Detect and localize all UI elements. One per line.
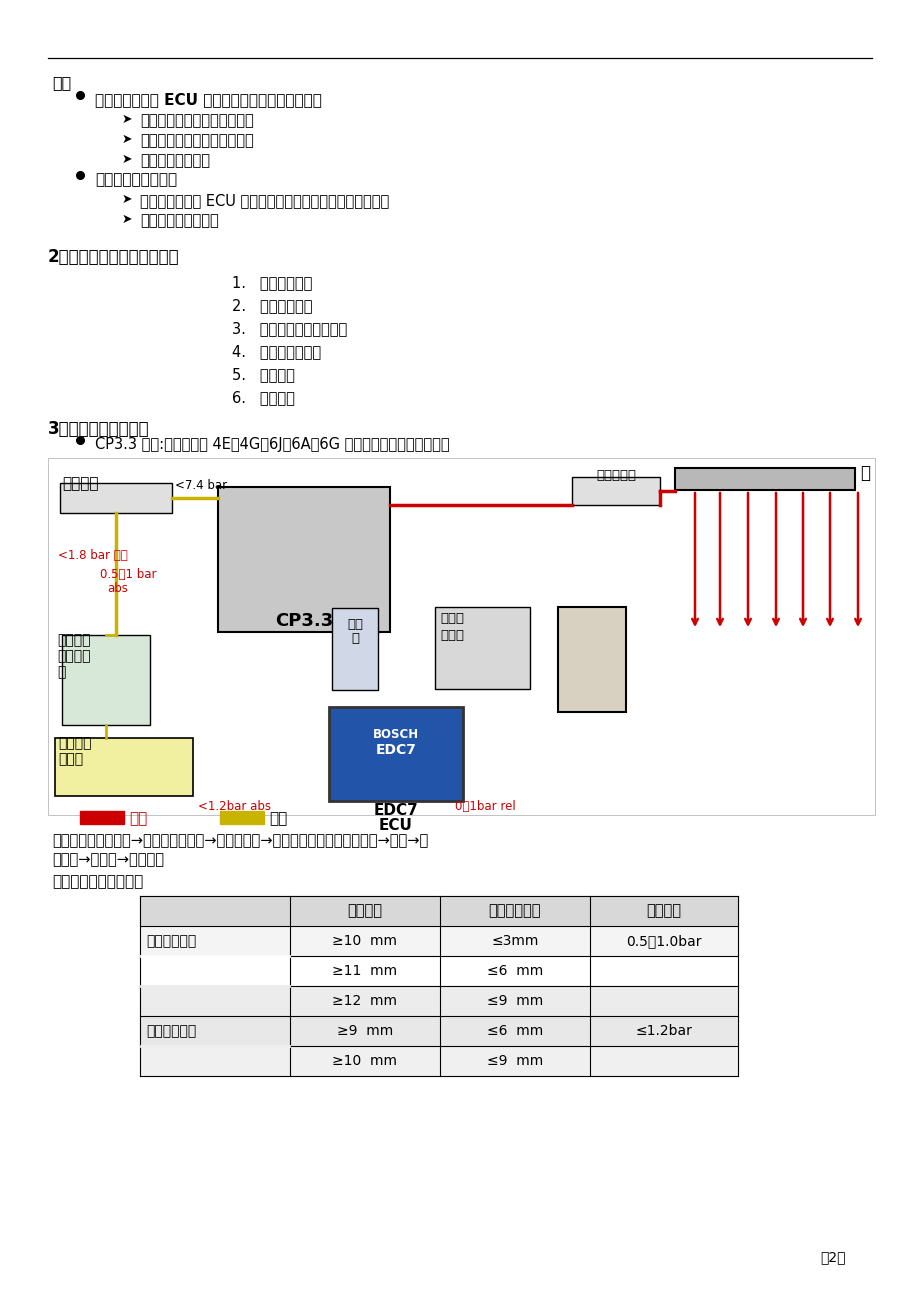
- Bar: [60, 483, 172, 513]
- Text: 5.   冒烟极限: 5. 冒烟极限: [232, 367, 295, 381]
- Text: 共轨压力可以由 ECU 发出的共轨压力指令由高压供油泵控制: 共轨压力可以由 ECU 发出的共轨压力指令由高压供油泵控制: [140, 193, 389, 208]
- Text: 4.   热保护控制策略: 4. 热保护控制策略: [232, 344, 321, 359]
- Bar: [332, 608, 378, 690]
- Text: 2.   怠速控制策略: 2. 怠速控制策略: [232, 298, 312, 312]
- Bar: [435, 607, 529, 689]
- Bar: [572, 477, 659, 505]
- Text: 喷油量由指令脉冲的宽度控制: 喷油量由指令脉冲的宽度控制: [140, 133, 254, 148]
- Text: abs: abs: [107, 582, 128, 595]
- Text: <1.2bar abs: <1.2bar abs: [198, 799, 271, 812]
- Bar: [218, 487, 390, 631]
- Bar: [140, 956, 737, 986]
- Text: EDC7: EDC7: [373, 803, 418, 818]
- Text: ≤3mm: ≤3mm: [491, 934, 539, 948]
- Text: 高压: 高压: [129, 811, 147, 825]
- Text: CP3.3: CP3.3: [275, 612, 333, 630]
- Text: 燃油箱进回管: 燃油箱进回管: [146, 1023, 196, 1038]
- Text: 6.   燃油预喷: 6. 燃油预喷: [232, 391, 295, 405]
- Bar: [48, 458, 874, 815]
- Text: EDC7: EDC7: [375, 743, 416, 756]
- Text: 第2页: 第2页: [819, 1250, 845, 1264]
- Text: ➤: ➤: [122, 154, 132, 165]
- Text: 0～1bar rel: 0～1bar rel: [455, 799, 516, 812]
- Text: 压油泵→共轨管→喷油器。: 压油泵→共轨管→喷油器。: [52, 852, 164, 867]
- Text: 共轨压力是闭环控制: 共轨压力是闭环控制: [140, 214, 219, 228]
- Text: 器的预滤: 器的预滤: [57, 648, 90, 663]
- Text: 器: 器: [57, 665, 65, 680]
- Bar: [140, 896, 737, 926]
- Text: ≥11  mm: ≥11 mm: [332, 963, 397, 978]
- Text: ≥12  mm: ≥12 mm: [332, 993, 397, 1008]
- Text: 轨压传感器: 轨压传感器: [596, 469, 635, 482]
- Text: 3.   油门油量标定及其实现: 3. 油门油量标定及其实现: [232, 322, 346, 336]
- Text: ≤6  mm: ≤6 mm: [486, 963, 542, 978]
- Text: 允许压力: 允许压力: [646, 904, 681, 918]
- Text: 3、油路走向原理图：: 3、油路走向原理图：: [48, 421, 150, 437]
- Text: 喷油始点由指令脉冲起点控制: 喷油始点由指令脉冲起点控制: [140, 113, 254, 128]
- Text: 主滤清器: 主滤清器: [62, 477, 98, 491]
- Text: ≥10  mm: ≥10 mm: [332, 934, 397, 948]
- Text: 传感: 传感: [346, 618, 363, 631]
- Bar: [140, 1016, 737, 1046]
- Text: ≥10  mm: ≥10 mm: [332, 1055, 397, 1068]
- Text: <7.4 bar: <7.4 bar: [175, 479, 227, 492]
- Text: 低压管路典型技术参数: 低压管路典型技术参数: [52, 874, 143, 889]
- Text: ➤: ➤: [122, 193, 132, 206]
- Bar: [55, 738, 193, 796]
- Text: 管内内径: 管内内径: [347, 904, 382, 918]
- Text: 电控喷油器根据 ECU 发出的喷油指令脉冲进行喷油: 电控喷油器根据 ECU 发出的喷油指令脉冲进行喷油: [95, 92, 322, 107]
- Text: 0.5～1 bar: 0.5～1 bar: [100, 568, 156, 581]
- Bar: [675, 467, 854, 490]
- Text: BOSCH: BOSCH: [372, 728, 419, 741]
- Text: 2、高压共轨控制常用策略：: 2、高压共轨控制常用策略：: [48, 247, 179, 266]
- Text: 的油箱: 的油箱: [58, 753, 83, 766]
- Text: ≤1.2bar: ≤1.2bar: [635, 1023, 692, 1038]
- Text: 喷油压力为共轨压力: 喷油压力为共轨压力: [95, 172, 177, 187]
- Text: ≥9  mm: ≥9 mm: [336, 1023, 392, 1038]
- Text: 燃油箱进油管: 燃油箱进油管: [146, 934, 196, 948]
- Bar: [140, 1046, 737, 1075]
- Bar: [140, 986, 737, 1016]
- Text: 燃油主要走向：油箱→粗滤（手油泵）→燃油分配器→输油泵（在高压油泵后端）→细滤→高: 燃油主要走向：油箱→粗滤（手油泵）→燃油分配器→输油泵（在高压油泵后端）→细滤→…: [52, 833, 427, 848]
- Text: CP3.3 油泵:适用于玉柴 4E、4G、6J、6A、6G 等中型系列博世共轨发动机: CP3.3 油泵:适用于玉柴 4E、4G、6J、6A、6G 等中型系列博世共轨发…: [95, 437, 449, 452]
- Text: 喷油器: 喷油器: [439, 629, 463, 642]
- Text: <1.8 bar 压差: <1.8 bar 压差: [58, 549, 128, 562]
- Text: ECU: ECU: [379, 818, 413, 833]
- Text: 执行器: 执行器: [439, 612, 463, 625]
- Text: ➤: ➤: [122, 133, 132, 146]
- Text: ➤: ➤: [122, 214, 132, 227]
- Bar: [80, 811, 124, 824]
- Text: 1.   起动控制策略: 1. 起动控制策略: [232, 275, 312, 290]
- FancyBboxPatch shape: [329, 707, 462, 801]
- Text: 0.5－1.0bar: 0.5－1.0bar: [626, 934, 701, 948]
- Text: ≤9  mm: ≤9 mm: [486, 993, 542, 1008]
- Text: 轨: 轨: [859, 464, 869, 482]
- Text: 器: 器: [351, 631, 358, 644]
- Text: ≤9  mm: ≤9 mm: [486, 1055, 542, 1068]
- Text: ≤6  mm: ≤6 mm: [486, 1023, 542, 1038]
- Text: 允许油管长度: 允许油管长度: [488, 904, 540, 918]
- Text: 低压: 低压: [268, 811, 287, 825]
- Bar: [220, 811, 264, 824]
- Text: 可以实现多次喷射: 可以实现多次喷射: [140, 154, 210, 168]
- Text: 说明: 说明: [52, 76, 71, 90]
- Bar: [558, 607, 625, 712]
- Bar: [140, 926, 737, 956]
- Text: ➤: ➤: [122, 113, 132, 126]
- Text: 带水分离: 带水分离: [57, 633, 90, 647]
- Text: 带过滤器: 带过滤器: [58, 736, 91, 750]
- Bar: [62, 635, 150, 725]
